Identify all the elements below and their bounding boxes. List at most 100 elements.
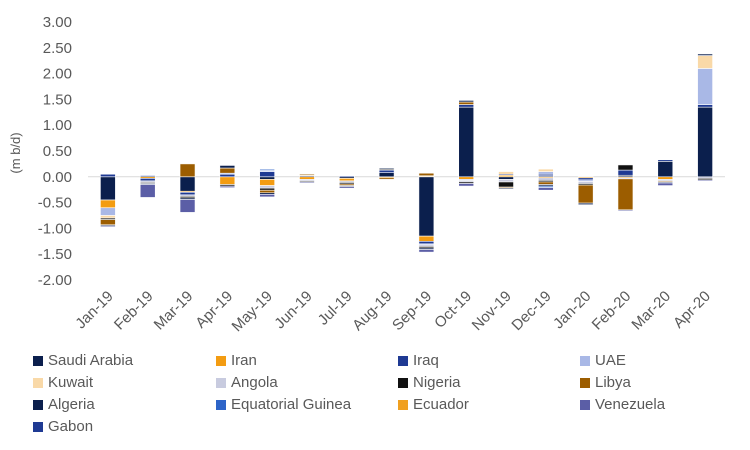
y-tick-label: 0.50 [43,143,72,160]
bar-segment [338,178,355,182]
bar-segment [577,184,594,204]
y-tick-label: 1.50 [43,91,72,108]
y-tick-label: -1.00 [38,220,72,237]
bar-segment [100,219,116,226]
bar-segment [498,176,514,180]
bar-segment [697,104,713,108]
bar-segment [299,173,315,176]
bar-segment [378,169,395,173]
x-tick-label: Jan-19 [72,288,116,332]
x-tick-label: May-19 [229,288,276,335]
bar-segment [179,191,196,196]
bar-segment [100,225,116,228]
bar-segment [378,167,395,170]
bar-segment [100,207,116,216]
x-tick-label: Jan-20 [550,288,594,332]
y-tick-label: 1.00 [43,117,72,134]
x-tick-label: Oct-19 [431,288,475,332]
bar-segment [299,176,315,180]
bar-segment [458,106,475,178]
bar-segment [259,185,275,189]
bar-segment [299,181,315,184]
bar-segment [259,168,275,171]
bar-segment [378,177,395,180]
y-axis-label-group: (m b/d) [8,132,23,173]
bar-segment [378,172,395,178]
y-tick-labels: 3.00 2.50 2.00 1.50 1.00 0.50 0.00 -0.50 -1.00 -1… [38,14,72,289]
y-tick-label: 2.00 [43,66,72,83]
bar-segment [259,179,275,186]
x-tick-label: Apr-20 [670,288,714,332]
bar-segment [259,189,275,194]
bar-segment [458,183,475,187]
bar-segment [617,209,634,212]
bar-segment [219,167,236,174]
bar-segment [617,169,634,176]
bar-segment [219,173,236,178]
bar-segment [100,173,116,178]
y-tick-label: -1.50 [38,246,72,263]
x-tick-label: Jun-19 [271,288,315,332]
y-tick-label: -2.00 [38,272,72,289]
bar-segment [139,184,156,198]
bar-segment [219,176,236,185]
x-tick-label: Feb-20 [589,288,635,334]
bar-segment [657,182,674,186]
bar-segment [498,179,514,183]
bar-segment [697,68,713,105]
y-axis-label: (m b/d) [8,132,23,173]
bar-segment [179,176,196,192]
bar-segment [259,171,275,178]
x-tick-label: Mar-19 [151,288,197,334]
x-tick-label: Feb-19 [111,288,157,334]
bar-segment [657,161,674,178]
bar-segment [498,181,514,188]
bar-segment [697,53,713,56]
bar-segment [259,194,275,198]
bar-segment [498,171,514,173]
bar-segment [697,55,713,69]
bar-segment [617,178,634,211]
bar-segment [538,181,554,185]
bar-segment [418,176,435,237]
bar-segment [538,171,554,175]
bar-segment [338,186,355,189]
bar-segment [498,187,514,190]
y-tick-label: 2.50 [43,40,72,57]
bar-segment [259,187,275,191]
bar-segment [139,174,156,177]
bar-segment [418,172,435,177]
bar-segment [697,179,713,182]
bar-segment [259,176,275,180]
bar-segment [458,101,475,105]
x-tick-label: Sep-19 [389,288,435,334]
x-tick-label: Nov-19 [469,288,515,334]
bar-segment [219,185,236,188]
bar-segment [577,177,594,181]
bar-segment [458,176,475,180]
bar-segment [100,215,116,219]
bar-segment [418,235,435,242]
x-tick-label: Dec-19 [508,288,554,334]
bar-segment [179,163,196,178]
bar-segment [617,164,634,171]
bar-segment [538,187,554,191]
x-tick-label: Aug-19 [349,288,395,334]
bar-segment [577,202,594,205]
y-tick-label: 0.00 [43,169,72,186]
bar-segment [538,177,554,181]
bar-segment [100,199,116,209]
bar-segment [458,100,475,103]
bar-segment [179,199,196,213]
bar-segment [139,178,156,182]
bar-segment [219,165,236,169]
bar-segment [657,159,674,162]
y-tick-label: 3.00 [43,14,72,31]
bar-segment [100,176,116,201]
bar-segment [418,249,435,253]
bar-segment [458,104,475,108]
bar-segment [657,176,674,180]
bars-group [100,53,713,253]
bar-segment [338,175,355,178]
